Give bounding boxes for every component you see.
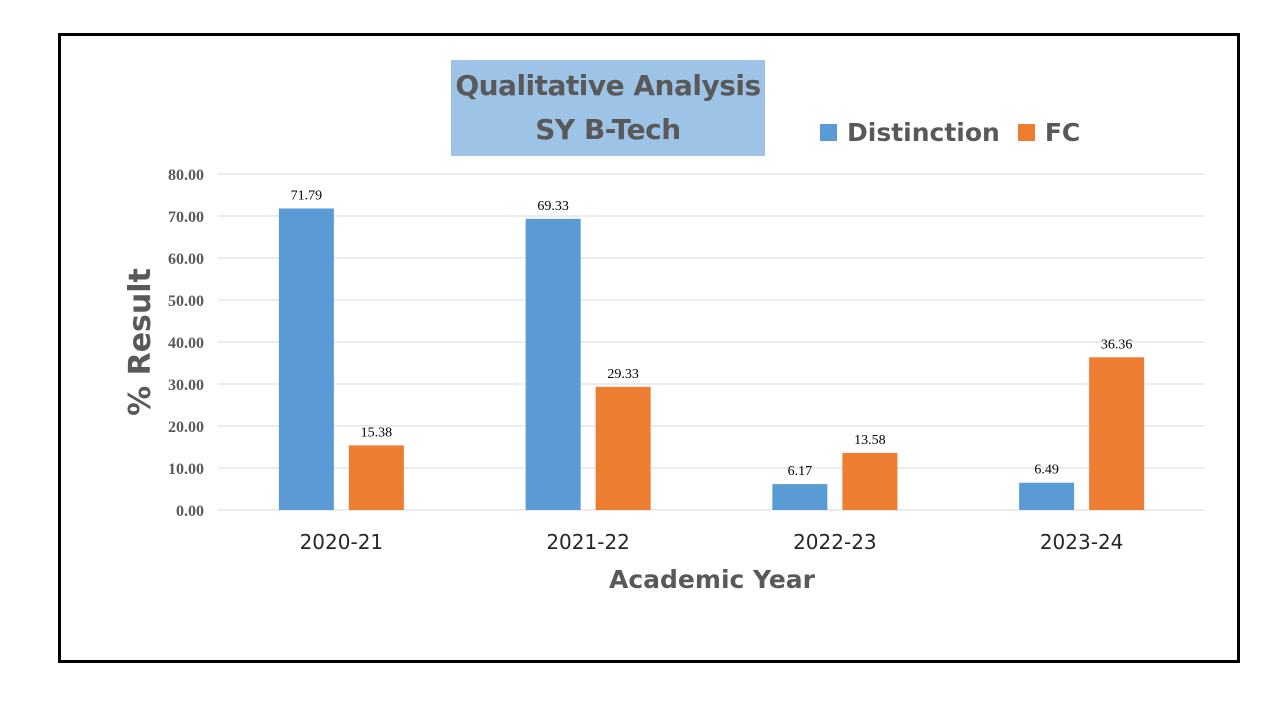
x-tick-label: 2022-23 (793, 530, 877, 554)
legend: Distinction FC (820, 118, 1098, 147)
y-tick-label: 20.00 (168, 419, 204, 436)
legend-swatch-distinction (820, 124, 837, 141)
bar-distinction-2021-22 (525, 218, 581, 510)
legend-item-distinction: Distinction (820, 118, 1000, 147)
data-label: 6.49 (1034, 463, 1059, 478)
chart-title: Qualitative Analysis SY B-Tech (451, 60, 765, 156)
bar-distinction-2022-23 (772, 484, 828, 510)
chart-title-line-1: Qualitative Analysis (455, 69, 761, 102)
bars (278, 208, 1145, 510)
bar-fc-2020-21 (348, 445, 404, 510)
y-tick-label: 80.00 (168, 167, 204, 184)
data-label: 69.33 (537, 199, 569, 214)
y-tick-label: 70.00 (168, 209, 204, 226)
y-tick-label: 50.00 (168, 293, 204, 310)
x-axis-title: Academic Year (609, 565, 816, 594)
data-label: 36.36 (1101, 337, 1133, 352)
x-axis-ticks: 2020-21 2021-22 2022-23 2023-24 (300, 530, 1124, 554)
y-tick-label: 0.00 (176, 503, 204, 520)
data-label: 13.58 (854, 433, 886, 448)
bar-distinction-2020-21 (278, 208, 334, 510)
data-label: 71.79 (291, 188, 323, 203)
y-axis-ticks: 0.00 10.00 20.00 30.00 40.00 50.00 60.00 70.00 8… (168, 167, 204, 520)
y-tick-label: 60.00 (168, 251, 204, 268)
chart-title-line-2: SY B-Tech (535, 113, 681, 146)
bar-fc-2022-23 (842, 452, 898, 510)
data-label: 6.17 (788, 464, 813, 479)
legend-label-distinction: Distinction (847, 118, 1000, 147)
bar-fc-2023-24 (1089, 357, 1145, 510)
x-tick-label: 2023-24 (1040, 530, 1124, 554)
bar-fc-2021-22 (595, 386, 651, 510)
x-tick-label: 2021-22 (546, 530, 630, 554)
y-axis-title: % Result (123, 268, 158, 416)
legend-item-fc: FC (1017, 118, 1081, 147)
x-tick-label: 2020-21 (300, 530, 384, 554)
legend-label-fc: FC (1044, 118, 1081, 147)
data-labels: 71.79 15.38 69.33 29.33 6.17 13.58 6.49 36.36 (291, 188, 1133, 479)
data-label: 29.33 (607, 367, 639, 382)
y-tick-label: 30.00 (168, 377, 204, 394)
data-label: 15.38 (361, 425, 393, 440)
bar-distinction-2023-24 (1019, 482, 1075, 510)
legend-swatch-fc (1017, 124, 1035, 141)
y-tick-label: 40.00 (168, 335, 204, 352)
y-tick-label: 10.00 (168, 461, 204, 478)
